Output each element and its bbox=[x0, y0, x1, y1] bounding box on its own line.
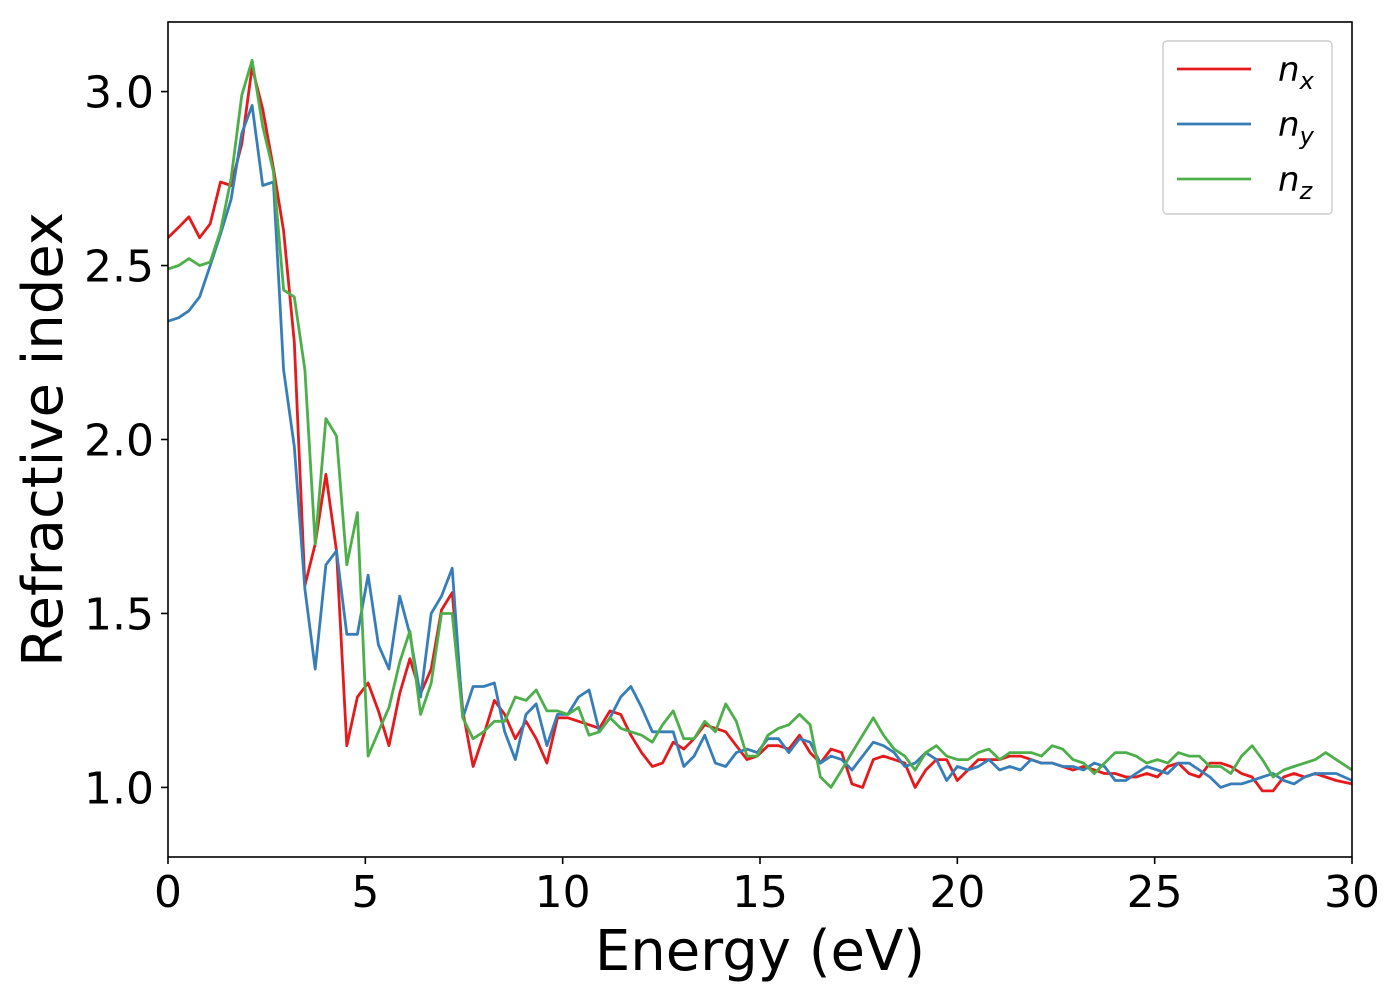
x-axis: 0 5 10 15 20 25 30 bbox=[154, 857, 1380, 918]
x-axis-title: Energy (eV) bbox=[595, 919, 925, 984]
legend-box bbox=[1162, 40, 1333, 215]
y-axis: 1.0 1.5 2.0 2.5 3.0 bbox=[84, 68, 168, 814]
legend-label-y: ny bbox=[1278, 105, 1315, 150]
x-tick-label: 0 bbox=[154, 867, 182, 918]
x-tick-label: 30 bbox=[1324, 867, 1380, 918]
legend-label-z: nz bbox=[1278, 160, 1314, 205]
y-axis-title: Refractive index bbox=[11, 212, 76, 667]
y-tick-label: 1.5 bbox=[84, 589, 154, 640]
y-tick-label: 1.0 bbox=[84, 763, 154, 814]
y-tick-label: 2.5 bbox=[84, 242, 154, 293]
legend-label-sub: x bbox=[1299, 67, 1315, 95]
x-tick-label: 10 bbox=[535, 867, 591, 918]
legend-label-x: nx bbox=[1278, 50, 1315, 95]
legend-label-base: n bbox=[1278, 105, 1300, 145]
legend-label-sub: y bbox=[1299, 122, 1315, 150]
plot-lines bbox=[168, 58, 1352, 793]
x-tick-label: 15 bbox=[732, 867, 788, 918]
x-tick-label: 5 bbox=[351, 867, 379, 918]
x-tick-label: 20 bbox=[929, 867, 985, 918]
legend-label-sub: z bbox=[1299, 177, 1314, 205]
y-tick-label: 2.0 bbox=[84, 416, 154, 467]
series-line-y bbox=[168, 104, 1352, 789]
x-tick-label: 25 bbox=[1127, 867, 1183, 918]
series-line-z bbox=[168, 58, 1352, 789]
y-tick-label: 3.0 bbox=[84, 68, 154, 119]
legend-label-base: n bbox=[1278, 50, 1300, 90]
legend-label-base: n bbox=[1278, 160, 1300, 200]
